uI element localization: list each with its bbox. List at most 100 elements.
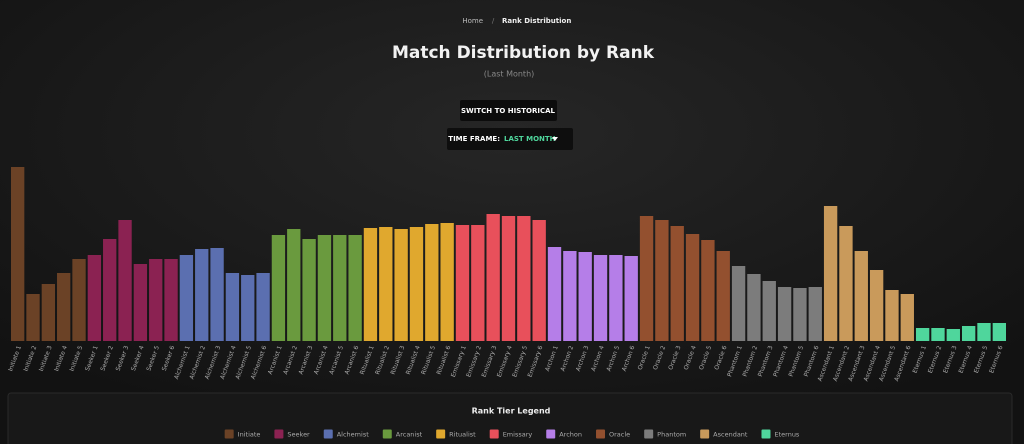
bar (885, 290, 899, 341)
bar (639, 216, 654, 341)
bar (977, 323, 991, 341)
legend-item: Emissary (489, 429, 533, 439)
chart-title: Match Distribution by Rank (392, 43, 655, 63)
bar (379, 227, 393, 341)
legend-swatch (546, 429, 556, 439)
bar (103, 239, 117, 341)
bar (961, 326, 976, 341)
legend-box (7, 392, 1013, 444)
bar (563, 251, 577, 341)
bar (900, 294, 914, 341)
legend-item: Alchemist (323, 429, 369, 439)
legend-label: Alchemist (337, 431, 369, 439)
bar (547, 247, 562, 341)
bar (409, 227, 424, 341)
legend-swatch (274, 429, 284, 439)
bar (348, 235, 362, 341)
legend-item: Arcanist (382, 429, 423, 439)
dropdown-arrow (552, 137, 558, 141)
legend-swatch (644, 429, 654, 439)
bar (225, 273, 240, 341)
bar (624, 256, 638, 341)
bar (762, 281, 776, 341)
bar (747, 274, 761, 341)
legend-label: Seeker (287, 431, 310, 439)
legend-swatch (323, 429, 333, 439)
bar (302, 239, 316, 341)
legend-item: Ascendant (700, 429, 748, 439)
bar (578, 252, 592, 341)
bar (440, 223, 454, 341)
legend-title: Rank Tier Legend (472, 407, 551, 416)
bar (501, 216, 516, 341)
legend-label: Eternus (774, 431, 799, 439)
bar (256, 273, 270, 341)
legend: Initiate Seeker Alchemist Arcanist Ritualist… (224, 429, 800, 439)
legend-swatch (436, 429, 446, 439)
bar (517, 216, 531, 341)
bar (333, 235, 347, 341)
legend-item: Eternus (761, 429, 800, 439)
bar (425, 224, 439, 341)
bar (179, 255, 194, 341)
bar (210, 248, 224, 341)
bar (946, 329, 960, 341)
legend-item: Oracle (596, 429, 630, 439)
legend-label: Initiate (238, 431, 261, 439)
legend-label: Phantom (657, 431, 686, 439)
bar (455, 225, 470, 341)
breadcrumb-separator: / (492, 17, 495, 25)
bar (11, 167, 25, 341)
legend-item: Phantom (644, 429, 686, 439)
legend-label: Oracle (609, 431, 630, 439)
bar (241, 275, 255, 341)
bar (869, 270, 884, 341)
legend-label: Archon (559, 431, 582, 439)
bar (363, 228, 378, 341)
bar (87, 255, 102, 341)
switch-button[interactable] (460, 100, 557, 121)
bar (271, 235, 286, 341)
legend-swatch (489, 429, 499, 439)
bar (854, 251, 868, 341)
legend-item: Seeker (274, 429, 310, 439)
breadcrumb-home[interactable]: Home (462, 17, 483, 25)
time-frame-value[interactable]: LAST MONTH (504, 135, 556, 143)
breadcrumb-current: Rank Distribution (502, 17, 571, 25)
bar (26, 294, 40, 341)
legend-swatch (382, 429, 392, 439)
bar (41, 284, 56, 341)
bar (532, 220, 546, 341)
bar (915, 328, 930, 341)
bar (808, 287, 822, 341)
bar (731, 266, 746, 341)
bar (133, 264, 148, 341)
bar (195, 249, 209, 341)
legend-label: Ascendant (713, 431, 748, 439)
bar (471, 225, 485, 341)
bar (118, 220, 132, 341)
legend-item: Ritualist (436, 429, 476, 439)
bar (609, 255, 623, 341)
bar (72, 259, 86, 341)
bar (149, 259, 163, 341)
switch-button-label[interactable]: SWITCH TO HISTORICAL (461, 107, 556, 115)
bar (777, 287, 792, 341)
bar (992, 323, 1006, 341)
bar (486, 214, 500, 341)
legend-label: Ritualist (449, 431, 476, 439)
legend-swatch (596, 429, 606, 439)
legend-label: Emissary (503, 431, 533, 439)
bar (57, 273, 71, 341)
bar (716, 251, 730, 341)
bar (839, 226, 853, 341)
legend-swatch (761, 429, 771, 439)
time-frame-dropdown[interactable] (447, 128, 573, 150)
legend-label: Arcanist (396, 431, 423, 439)
bar (931, 328, 945, 341)
bar (655, 220, 669, 341)
legend-swatch (224, 429, 234, 439)
bar (317, 235, 332, 341)
